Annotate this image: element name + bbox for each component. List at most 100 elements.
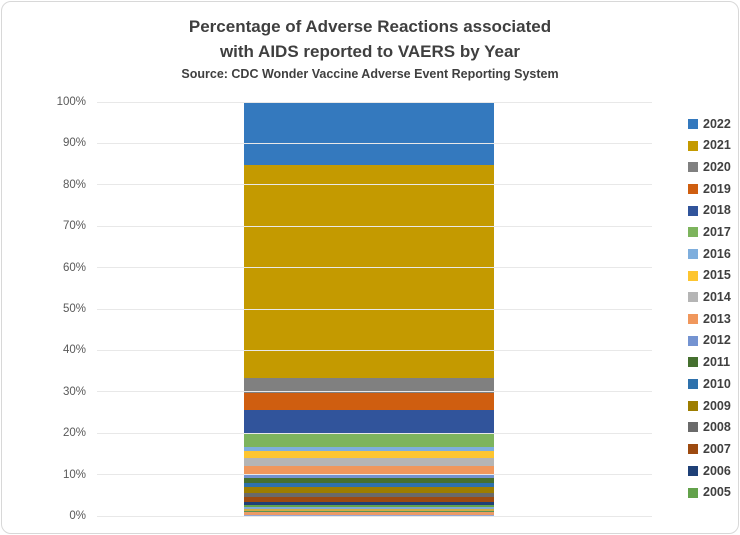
legend-item-2010: 2010 [688,373,731,395]
legend-swatch-icon [688,118,698,129]
chart-title-line1: Percentage of Adverse Reactions associat… [188,17,552,36]
plot-row: 100% 90% 80% 70% 60% 50% 40% 30% 20% 10% 0% 2022 20… [2,96,740,522]
legend-item-2019: 2019 [688,178,731,200]
bar-segment-2006 [244,502,494,506]
bar-segment-2003 [244,509,494,512]
y-tick-label: 50% [62,303,86,315]
legend-item-2007: 2007 [688,438,731,460]
bar-segment-2011 [244,478,494,484]
gridline [97,432,652,434]
gridline [97,515,652,517]
legend-label: 2020 [703,159,731,174]
y-tick-label: 80% [62,178,86,191]
bar-segment-2013 [244,466,494,475]
legend-label: 2007 [703,441,731,456]
legend-item-2022: 2022 [688,113,731,135]
gridline [97,474,652,476]
legend-label: 2008 [703,420,731,435]
legend-label: 2014 [703,290,731,305]
gridline [97,267,652,269]
bar-segment-2004 [244,507,494,510]
legend-swatch-icon [688,227,698,238]
legend-item-2009: 2009 [688,395,731,417]
legend-swatch-icon [688,205,698,216]
bar-segment-2008 [244,492,494,497]
y-tick-label: 70% [62,220,86,233]
legend-swatch-icon [688,422,698,433]
gridline [97,308,652,310]
legend-label: 2016 [703,246,731,261]
legend-item-2012: 2012 [688,330,731,352]
bar-segment-2017 [244,434,494,447]
bar-segment-2012 [244,474,494,479]
gridline [97,184,652,186]
y-tick-label: 20% [62,427,86,440]
bar-segment-2019 [244,392,494,410]
legend-item-2015: 2015 [688,265,731,287]
legend-label: 2019 [703,181,731,196]
legend-swatch-icon [688,487,698,498]
chart-title-block: Percentage of Adverse Reactions associat… [2,2,738,85]
legend-swatch-icon [688,162,698,173]
y-tick-label: 30% [62,385,86,398]
bar-segment-2015 [244,451,494,459]
legend-label: 2009 [703,398,731,413]
legend-swatch-icon [688,292,698,303]
legend-swatch-icon [688,379,698,390]
y-tick-label: 0% [69,510,86,522]
y-tick-label: 40% [62,344,86,357]
legend-item-2017: 2017 [688,221,731,243]
legend-swatch-icon [688,400,698,411]
legend-item-2008: 2008 [688,417,731,439]
legend-label: 2022 [703,116,731,131]
legend-swatch-icon [688,357,698,368]
legend-item-2014: 2014 [688,287,731,309]
legend-swatch-icon [688,314,698,325]
plot-area [97,101,652,517]
bar-segment-2014 [244,458,494,467]
bar-segment-2007 [244,496,494,503]
bar-segment-2010 [244,483,494,488]
chart-title-line2: with AIDS reported to VAERS by Year [219,42,521,61]
legend-item-2005: 2005 [688,482,731,504]
bar-segment-2009 [244,487,494,493]
legend: 2022 2021 2020 2019 2018 2017 2016 2015 2014 2013… [688,113,731,503]
y-tick-label: 10% [62,468,86,481]
y-tick-label: 60% [62,261,86,274]
legend-swatch-icon [688,270,698,281]
legend-label: 2021 [703,138,731,153]
y-tick-label: 100% [56,96,86,108]
legend-item-2011: 2011 [688,352,731,374]
bar-segment-2002 [244,511,494,513]
legend-label: 2006 [703,463,731,478]
y-tick-label: 90% [62,137,86,150]
legend-item-2016: 2016 [688,243,731,265]
gridline [97,101,652,103]
gridline [97,349,652,351]
bar-segment-2022 [244,102,494,166]
bar-segment-2021 [244,165,494,379]
legend-swatch-icon [688,335,698,346]
chart-source-subtitle: Source: CDC Wonder Vaccine Adverse Event… [181,67,559,81]
legend-label: 2010 [703,376,731,391]
legend-label: 2011 [703,355,731,370]
legend-label: 2018 [703,203,731,218]
legend-swatch-icon [688,248,698,259]
legend-swatch-icon [688,465,698,476]
gridline [97,391,652,393]
legend-swatch-icon [688,444,698,455]
bar-segment-2001 [244,512,494,515]
legend-item-2013: 2013 [688,308,731,330]
y-axis: 100% 90% 80% 70% 60% 50% 40% 30% 20% 10% 0% [2,96,90,522]
legend-label: 2017 [703,225,731,240]
legend-label: 2015 [703,268,731,283]
legend-item-2020: 2020 [688,156,731,178]
bar-segment-2000 [244,514,494,516]
legend-swatch-icon [688,183,698,194]
gridline [97,142,652,144]
legend-swatch-icon [688,140,698,151]
bar-segment-2016 [244,446,494,452]
bar-segment-2005 [244,505,494,508]
legend-item-2018: 2018 [688,200,731,222]
